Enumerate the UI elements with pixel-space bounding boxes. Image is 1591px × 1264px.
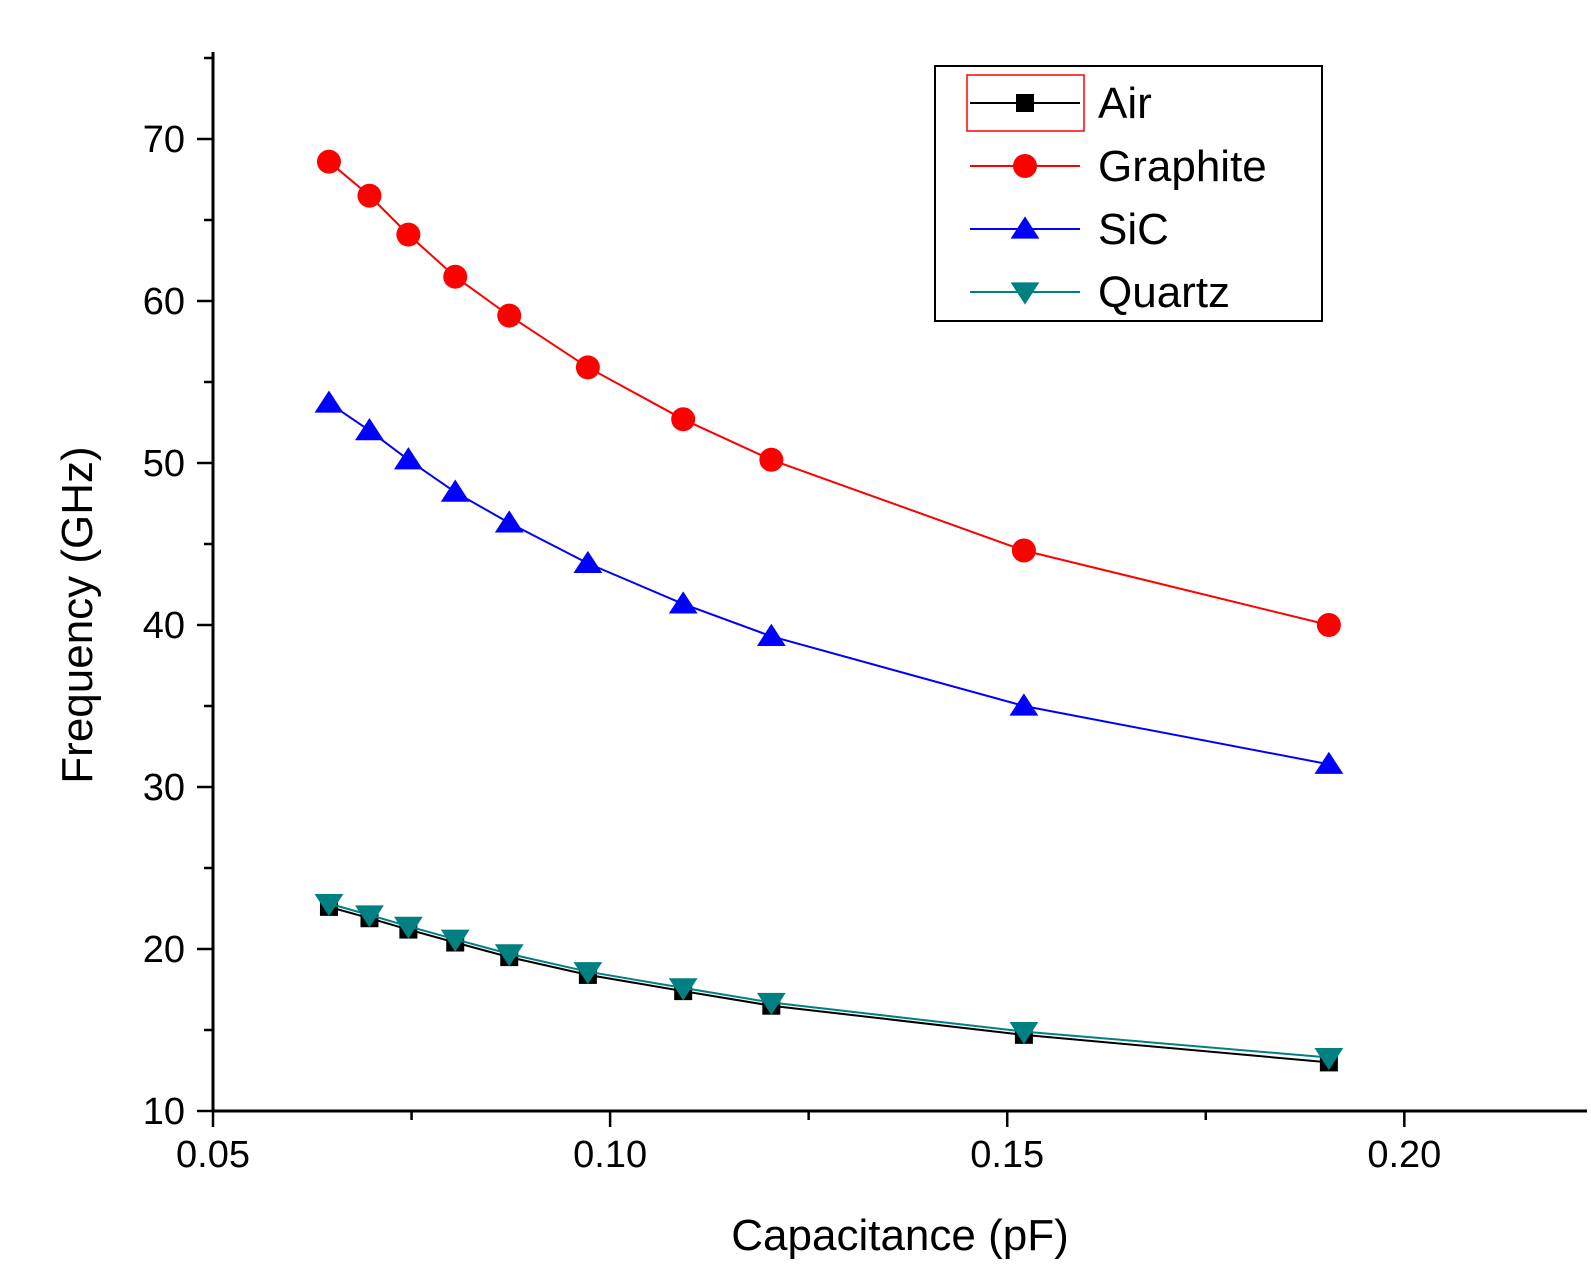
sic-point	[1314, 751, 1344, 774]
sic-point	[756, 623, 786, 646]
sic-point	[494, 510, 524, 533]
x-tick-label: 0.10	[573, 1134, 647, 1176]
graphite-point	[759, 447, 784, 472]
legend-marker-sic	[1010, 216, 1040, 239]
x-tick-label: 0.05	[176, 1134, 250, 1176]
x-axis-title: Capacitance (pF)	[731, 1211, 1068, 1260]
y-tick-label: 60	[143, 281, 185, 323]
quartz-point	[393, 916, 423, 939]
sic-point	[314, 390, 344, 413]
quartz-point	[314, 894, 344, 917]
quartz-line	[328, 902, 1329, 1059]
series-sic	[314, 390, 1344, 774]
sic-point	[668, 591, 698, 614]
x-tick-label: 0.15	[970, 1134, 1044, 1176]
sic-point	[1009, 693, 1039, 716]
series-quartz	[314, 894, 1344, 1071]
legend-label-graphite: Graphite	[1098, 142, 1267, 191]
graphite-point	[497, 303, 522, 328]
quartz-point	[756, 992, 786, 1016]
graphite-point	[575, 355, 600, 380]
legend-box	[934, 65, 1323, 322]
sic-point	[440, 479, 470, 502]
legend-marker-quartz	[1010, 282, 1040, 305]
legend-marker-air	[1016, 94, 1034, 112]
y-axis-title: Frequency (GHz)	[53, 446, 102, 783]
legend-selection-box	[966, 74, 1085, 132]
quartz-point	[494, 944, 524, 967]
graphite-point	[316, 149, 341, 174]
axes	[211, 52, 1587, 1113]
graphite-line	[328, 160, 1330, 626]
sic-point	[573, 550, 603, 574]
legend-label-sic: SiC	[1098, 205, 1169, 254]
ticks: 0.05 0.10 0.15 0.20 10 20 30 40 50 60 70	[143, 56, 1441, 1176]
y-tick-label: 10	[143, 1091, 185, 1133]
y-tick-label: 30	[143, 767, 185, 809]
legend-label-quartz: Quartz	[1098, 268, 1230, 317]
quartz-point	[668, 978, 698, 1001]
graphite-point	[1011, 538, 1036, 563]
legend-label-air: Air	[1098, 79, 1152, 128]
sic-point	[355, 418, 384, 441]
graphite-point	[1316, 613, 1341, 637]
plot-area	[314, 149, 1344, 1072]
quartz-point	[355, 905, 384, 928]
quartz-point	[1009, 1022, 1039, 1045]
graphite-point	[396, 222, 421, 247]
graphite-point	[357, 183, 382, 208]
legend: Air Graphite SiC Quartz	[934, 65, 1323, 322]
x-tick-label: 0.20	[1367, 1134, 1441, 1176]
series-graphite	[316, 149, 1341, 637]
quartz-point	[573, 962, 603, 985]
quartz-point	[440, 929, 470, 952]
sic-line	[328, 402, 1330, 766]
y-tick-label: 70	[143, 119, 185, 161]
y-tick-label: 20	[143, 929, 185, 971]
y-tick-label: 50	[143, 443, 185, 485]
sic-point	[393, 447, 423, 470]
legend-marker-graphite	[1013, 154, 1037, 178]
air-line	[328, 905, 1329, 1064]
graphite-point	[443, 264, 468, 289]
graphite-point	[671, 407, 696, 432]
y-tick-label: 40	[143, 605, 185, 647]
quartz-point	[1314, 1047, 1344, 1071]
